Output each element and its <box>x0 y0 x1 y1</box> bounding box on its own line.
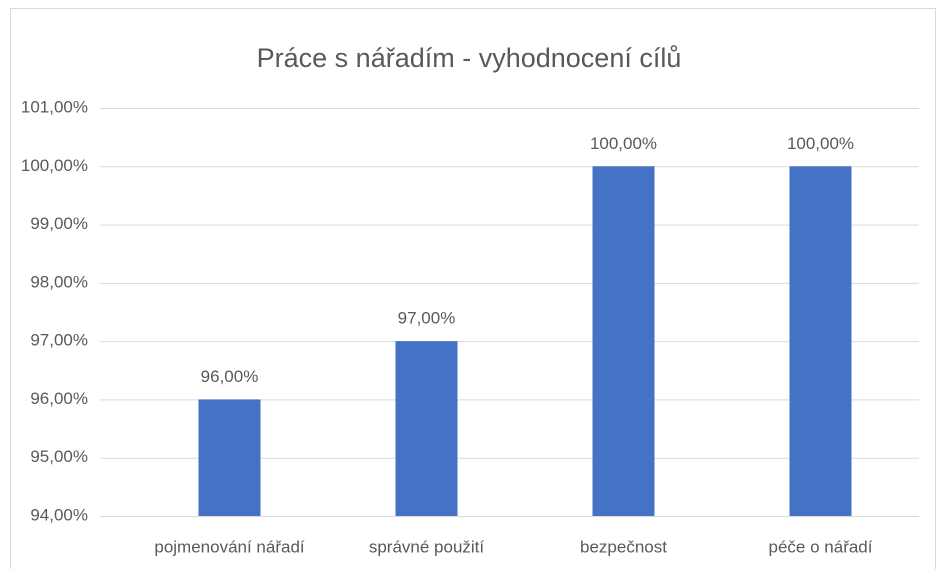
x-tick-label: bezpečnost <box>580 537 667 556</box>
data-label: 96,00% <box>201 367 259 386</box>
data-label: 97,00% <box>398 309 456 328</box>
y-tick-label: 95,00% <box>30 447 88 466</box>
bar <box>198 399 261 516</box>
y-tick-label: 97,00% <box>30 331 88 350</box>
bar <box>789 166 852 517</box>
y-tick-label: 98,00% <box>30 272 88 291</box>
x-tick-label: pojmenování nářadí <box>154 537 305 556</box>
chart-frame <box>10 8 936 569</box>
y-tick-label: 94,00% <box>30 505 88 524</box>
bar <box>395 341 458 516</box>
chart-title: Práce s nářadím - vyhodnocení cílů <box>257 43 682 73</box>
y-tick-label: 99,00% <box>30 214 88 233</box>
data-label: 100,00% <box>590 134 657 153</box>
x-tick-label: péče o nářadí <box>769 537 873 556</box>
bar <box>592 166 655 517</box>
y-tick-label: 101,00% <box>21 97 88 116</box>
x-tick-label: správné použití <box>369 537 485 556</box>
data-label: 100,00% <box>787 134 854 153</box>
y-tick-label: 96,00% <box>30 389 88 408</box>
y-tick-label: 100,00% <box>21 156 88 175</box>
